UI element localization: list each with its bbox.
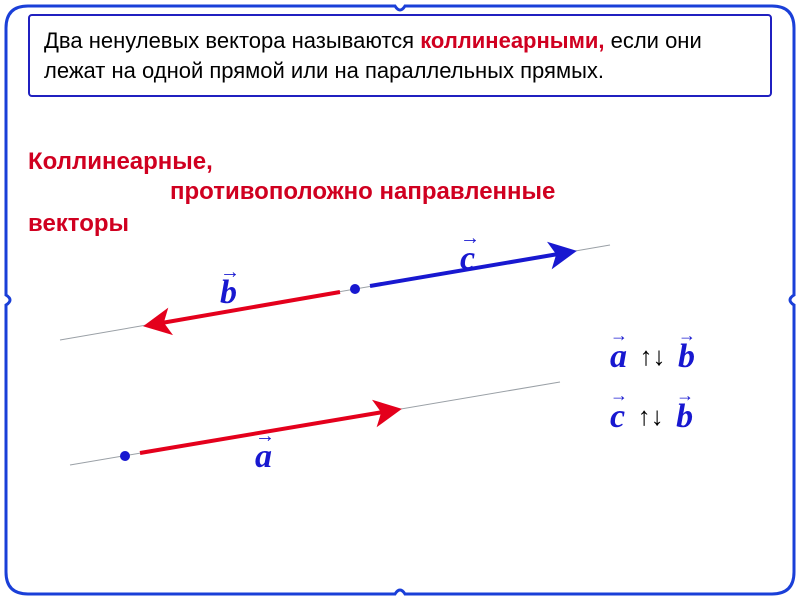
guide-line-upper xyxy=(60,245,610,340)
origin-dot-lower xyxy=(120,451,130,461)
vector-b-label: → b xyxy=(220,276,237,310)
origin-dot-upper xyxy=(350,284,360,294)
definition-box: Два ненулевых вектора называются коллине… xyxy=(28,14,772,97)
subtitle-line1: Коллинеарные, xyxy=(28,146,728,178)
subtitle-line3: векторы xyxy=(28,210,129,238)
guide-line-lower xyxy=(70,382,560,465)
relation-a-b: → a ↑↓ → b xyxy=(610,340,695,374)
vector-b xyxy=(150,292,340,325)
anti-parallel-icon: ↑↓ xyxy=(638,404,664,430)
vector-c-label: → c xyxy=(460,242,475,276)
vector-a-label: → a xyxy=(255,440,272,474)
anti-parallel-icon: ↑↓ xyxy=(640,344,666,370)
definition-prefix: Два ненулевых вектора называются xyxy=(44,28,420,53)
definition-highlight: коллинеарными, xyxy=(420,28,604,53)
subtitle-line2: противоположно направленные xyxy=(170,178,555,206)
relation-c-b: → c ↑↓ → b xyxy=(610,400,693,434)
